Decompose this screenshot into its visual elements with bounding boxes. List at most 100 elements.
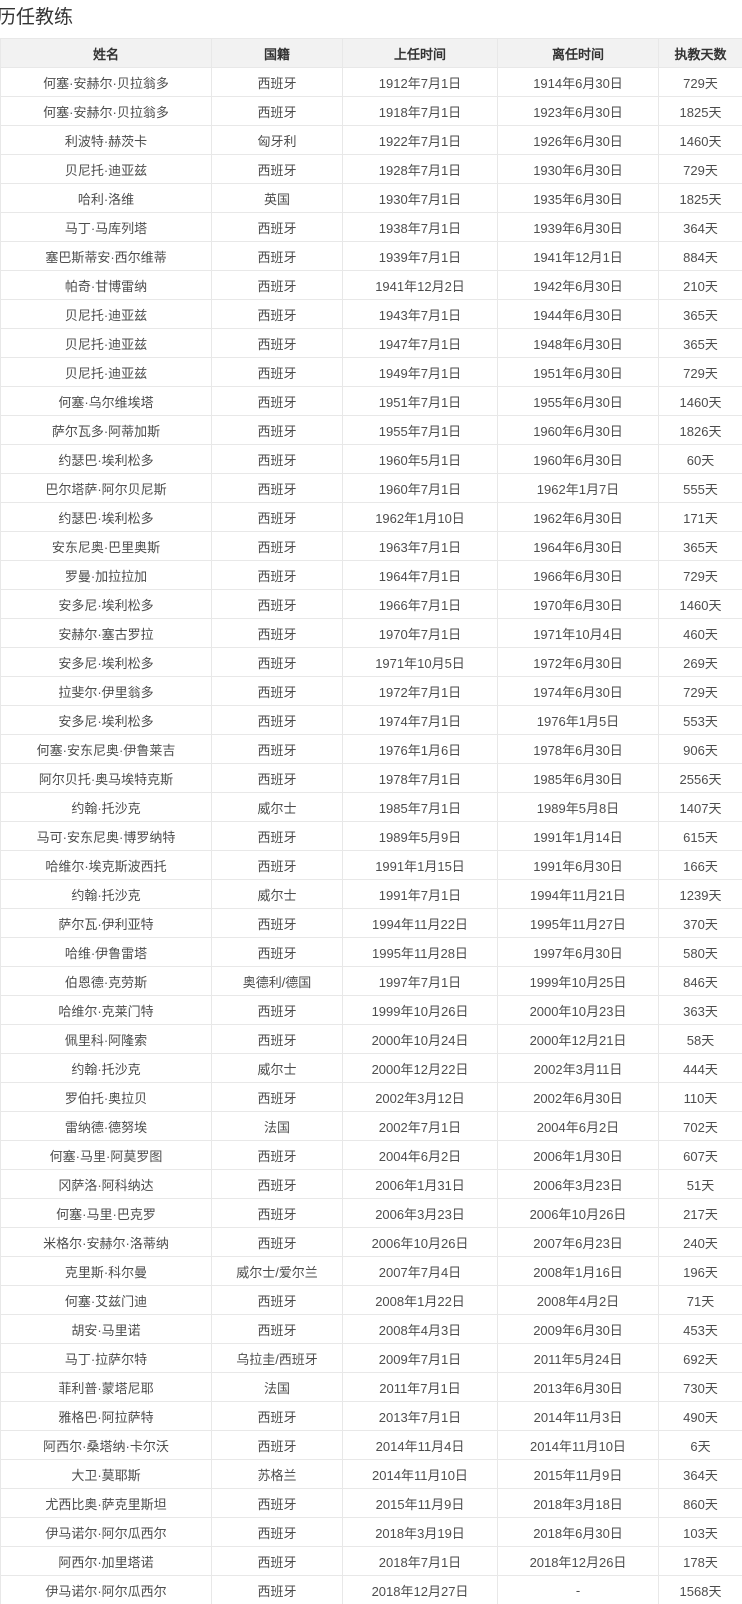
header-start-date: 上任时间	[342, 38, 498, 68]
days-coached-cell: 730天	[658, 1372, 742, 1402]
days-coached-cell: 103天	[658, 1517, 742, 1547]
start-date-cell: 2002年3月12日	[342, 1082, 498, 1112]
table-row: 约瑟巴·埃利松多 西班牙 1960年5月1日 1960年6月30日 60天	[0, 444, 742, 474]
coach-name-cell: 何塞·乌尔维埃塔	[0, 386, 212, 416]
start-date-cell: 1976年1月6日	[342, 734, 498, 764]
table-row: 哈维尔·埃克斯波西托 西班牙 1991年1月15日 1991年6月30日 166天	[0, 850, 742, 880]
nationality-cell: 西班牙	[211, 1430, 343, 1460]
days-coached-cell: 729天	[658, 67, 742, 97]
nationality-cell: 西班牙	[211, 502, 343, 532]
start-date-cell: 1989年5月9日	[342, 821, 498, 851]
coach-name-cell: 约翰·托沙克	[0, 879, 212, 909]
end-date-cell: -	[497, 1575, 659, 1604]
nationality-cell: 西班牙	[211, 850, 343, 880]
coach-name-cell: 何塞·马里·阿莫罗图	[0, 1140, 212, 1170]
coach-name-cell: 尤西比奥·萨克里斯坦	[0, 1488, 212, 1518]
nationality-cell: 西班牙	[211, 415, 343, 445]
days-coached-cell: 210天	[658, 270, 742, 300]
start-date-cell: 2004年6月2日	[342, 1140, 498, 1170]
days-coached-cell: 580天	[658, 937, 742, 967]
end-date-cell: 1971年10月4日	[497, 618, 659, 648]
nationality-cell: 西班牙	[211, 1169, 343, 1199]
end-date-cell: 2006年1月30日	[497, 1140, 659, 1170]
days-coached-cell: 196天	[658, 1256, 742, 1286]
nationality-cell: 西班牙	[211, 67, 343, 97]
coach-name-cell: 伊马诺尔·阿尔瓜西尔	[0, 1575, 212, 1604]
end-date-cell: 2006年3月23日	[497, 1169, 659, 1199]
coach-name-cell: 贝尼托·迪亚兹	[0, 154, 212, 184]
table-row: 尤西比奥·萨克里斯坦 西班牙 2015年11月9日 2018年3月18日 860天	[0, 1488, 742, 1518]
days-coached-cell: 58天	[658, 1024, 742, 1054]
nationality-cell: 西班牙	[211, 212, 343, 242]
table-row: 利波特·赫茨卡 匈牙利 1922年7月1日 1926年6月30日 1460天	[0, 125, 742, 155]
nationality-cell: 西班牙	[211, 1140, 343, 1170]
days-coached-cell: 860天	[658, 1488, 742, 1518]
nationality-cell: 威尔士	[211, 879, 343, 909]
table-row: 阿尔贝托·奥马埃特克斯 西班牙 1978年7月1日 1985年6月30日 2556天	[0, 763, 742, 793]
start-date-cell: 1939年7月1日	[342, 241, 498, 271]
coach-name-cell: 菲利普·蒙塔尼耶	[0, 1372, 212, 1402]
start-date-cell: 1960年7月1日	[342, 473, 498, 503]
end-date-cell: 1941年12月1日	[497, 241, 659, 271]
days-coached-cell: 110天	[658, 1082, 742, 1112]
end-date-cell: 2004年6月2日	[497, 1111, 659, 1141]
nationality-cell: 西班牙	[211, 1082, 343, 1112]
nationality-cell: 西班牙	[211, 1227, 343, 1257]
table-row: 贝尼托·迪亚兹 西班牙 1928年7月1日 1930年6月30日 729天	[0, 154, 742, 184]
days-coached-cell: 178天	[658, 1546, 742, 1576]
table-row: 约翰·托沙克 威尔士 1985年7月1日 1989年5月8日 1407天	[0, 792, 742, 822]
nationality-cell: 西班牙	[211, 357, 343, 387]
start-date-cell: 1974年7月1日	[342, 705, 498, 735]
coach-name-cell: 何塞·安赫尔·贝拉翁多	[0, 67, 212, 97]
start-date-cell: 2000年10月24日	[342, 1024, 498, 1054]
days-coached-cell: 615天	[658, 821, 742, 851]
table-row: 安赫尔·塞古罗拉 西班牙 1970年7月1日 1971年10月4日 460天	[0, 618, 742, 648]
coach-name-cell: 雷纳德·德努埃	[0, 1111, 212, 1141]
start-date-cell: 1962年1月10日	[342, 502, 498, 532]
nationality-cell: 西班牙	[211, 995, 343, 1025]
table-row: 马丁·马库列塔 西班牙 1938年7月1日 1939年6月30日 364天	[0, 212, 742, 242]
days-coached-cell: 1460天	[658, 125, 742, 155]
start-date-cell: 2000年12月22日	[342, 1053, 498, 1083]
days-coached-cell: 1825天	[658, 96, 742, 126]
start-date-cell: 1918年7月1日	[342, 96, 498, 126]
coach-name-cell: 贝尼托·迪亚兹	[0, 357, 212, 387]
coach-name-cell: 安多尼·埃利松多	[0, 705, 212, 735]
coach-name-cell: 贝尼托·迪亚兹	[0, 328, 212, 358]
coach-name-cell: 佩里科·阿隆索	[0, 1024, 212, 1054]
start-date-cell: 1991年1月15日	[342, 850, 498, 880]
start-date-cell: 1970年7月1日	[342, 618, 498, 648]
start-date-cell: 1947年7月1日	[342, 328, 498, 358]
table-row: 何塞·安赫尔·贝拉翁多 西班牙 1918年7月1日 1923年6月30日 1825天	[0, 96, 742, 126]
table-row: 约翰·托沙克 威尔士 1991年7月1日 1994年11月21日 1239天	[0, 879, 742, 909]
start-date-cell: 1971年10月5日	[342, 647, 498, 677]
nationality-cell: 西班牙	[211, 734, 343, 764]
end-date-cell: 2008年1月16日	[497, 1256, 659, 1286]
days-coached-cell: 555天	[658, 473, 742, 503]
table-row: 雷纳德·德努埃 法国 2002年7月1日 2004年6月2日 702天	[0, 1111, 742, 1141]
start-date-cell: 2009年7月1日	[342, 1343, 498, 1373]
start-date-cell: 1991年7月1日	[342, 879, 498, 909]
coach-name-cell: 雅格巴·阿拉萨特	[0, 1401, 212, 1431]
days-coached-cell: 884天	[658, 241, 742, 271]
days-coached-cell: 702天	[658, 1111, 742, 1141]
table-row: 安东尼奥·巴里奥斯 西班牙 1963年7月1日 1964年6月30日 365天	[0, 531, 742, 561]
nationality-cell: 奥德利/德国	[211, 966, 343, 996]
header-days-coached: 执教天数	[658, 38, 742, 68]
start-date-cell: 1938年7月1日	[342, 212, 498, 242]
end-date-cell: 1994年11月21日	[497, 879, 659, 909]
nationality-cell: 西班牙	[211, 908, 343, 938]
nationality-cell: 西班牙	[211, 647, 343, 677]
end-date-cell: 1914年6月30日	[497, 67, 659, 97]
nationality-cell: 威尔士	[211, 792, 343, 822]
coach-name-cell: 萨尔瓦多·阿蒂加斯	[0, 415, 212, 445]
end-date-cell: 1999年10月25日	[497, 966, 659, 996]
days-coached-cell: 217天	[658, 1198, 742, 1228]
header-row: 姓名 国籍 上任时间 离任时间 执教天数	[0, 38, 742, 68]
coach-name-cell: 何塞·安东尼奥·伊鲁莱吉	[0, 734, 212, 764]
coach-name-cell: 阿西尔·加里塔诺	[0, 1546, 212, 1576]
table-row: 安多尼·埃利松多 西班牙 1974年7月1日 1976年1月5日 553天	[0, 705, 742, 735]
coach-name-cell: 安赫尔·塞古罗拉	[0, 618, 212, 648]
nationality-cell: 西班牙	[211, 241, 343, 271]
coach-name-cell: 帕奇·甘博雷纳	[0, 270, 212, 300]
